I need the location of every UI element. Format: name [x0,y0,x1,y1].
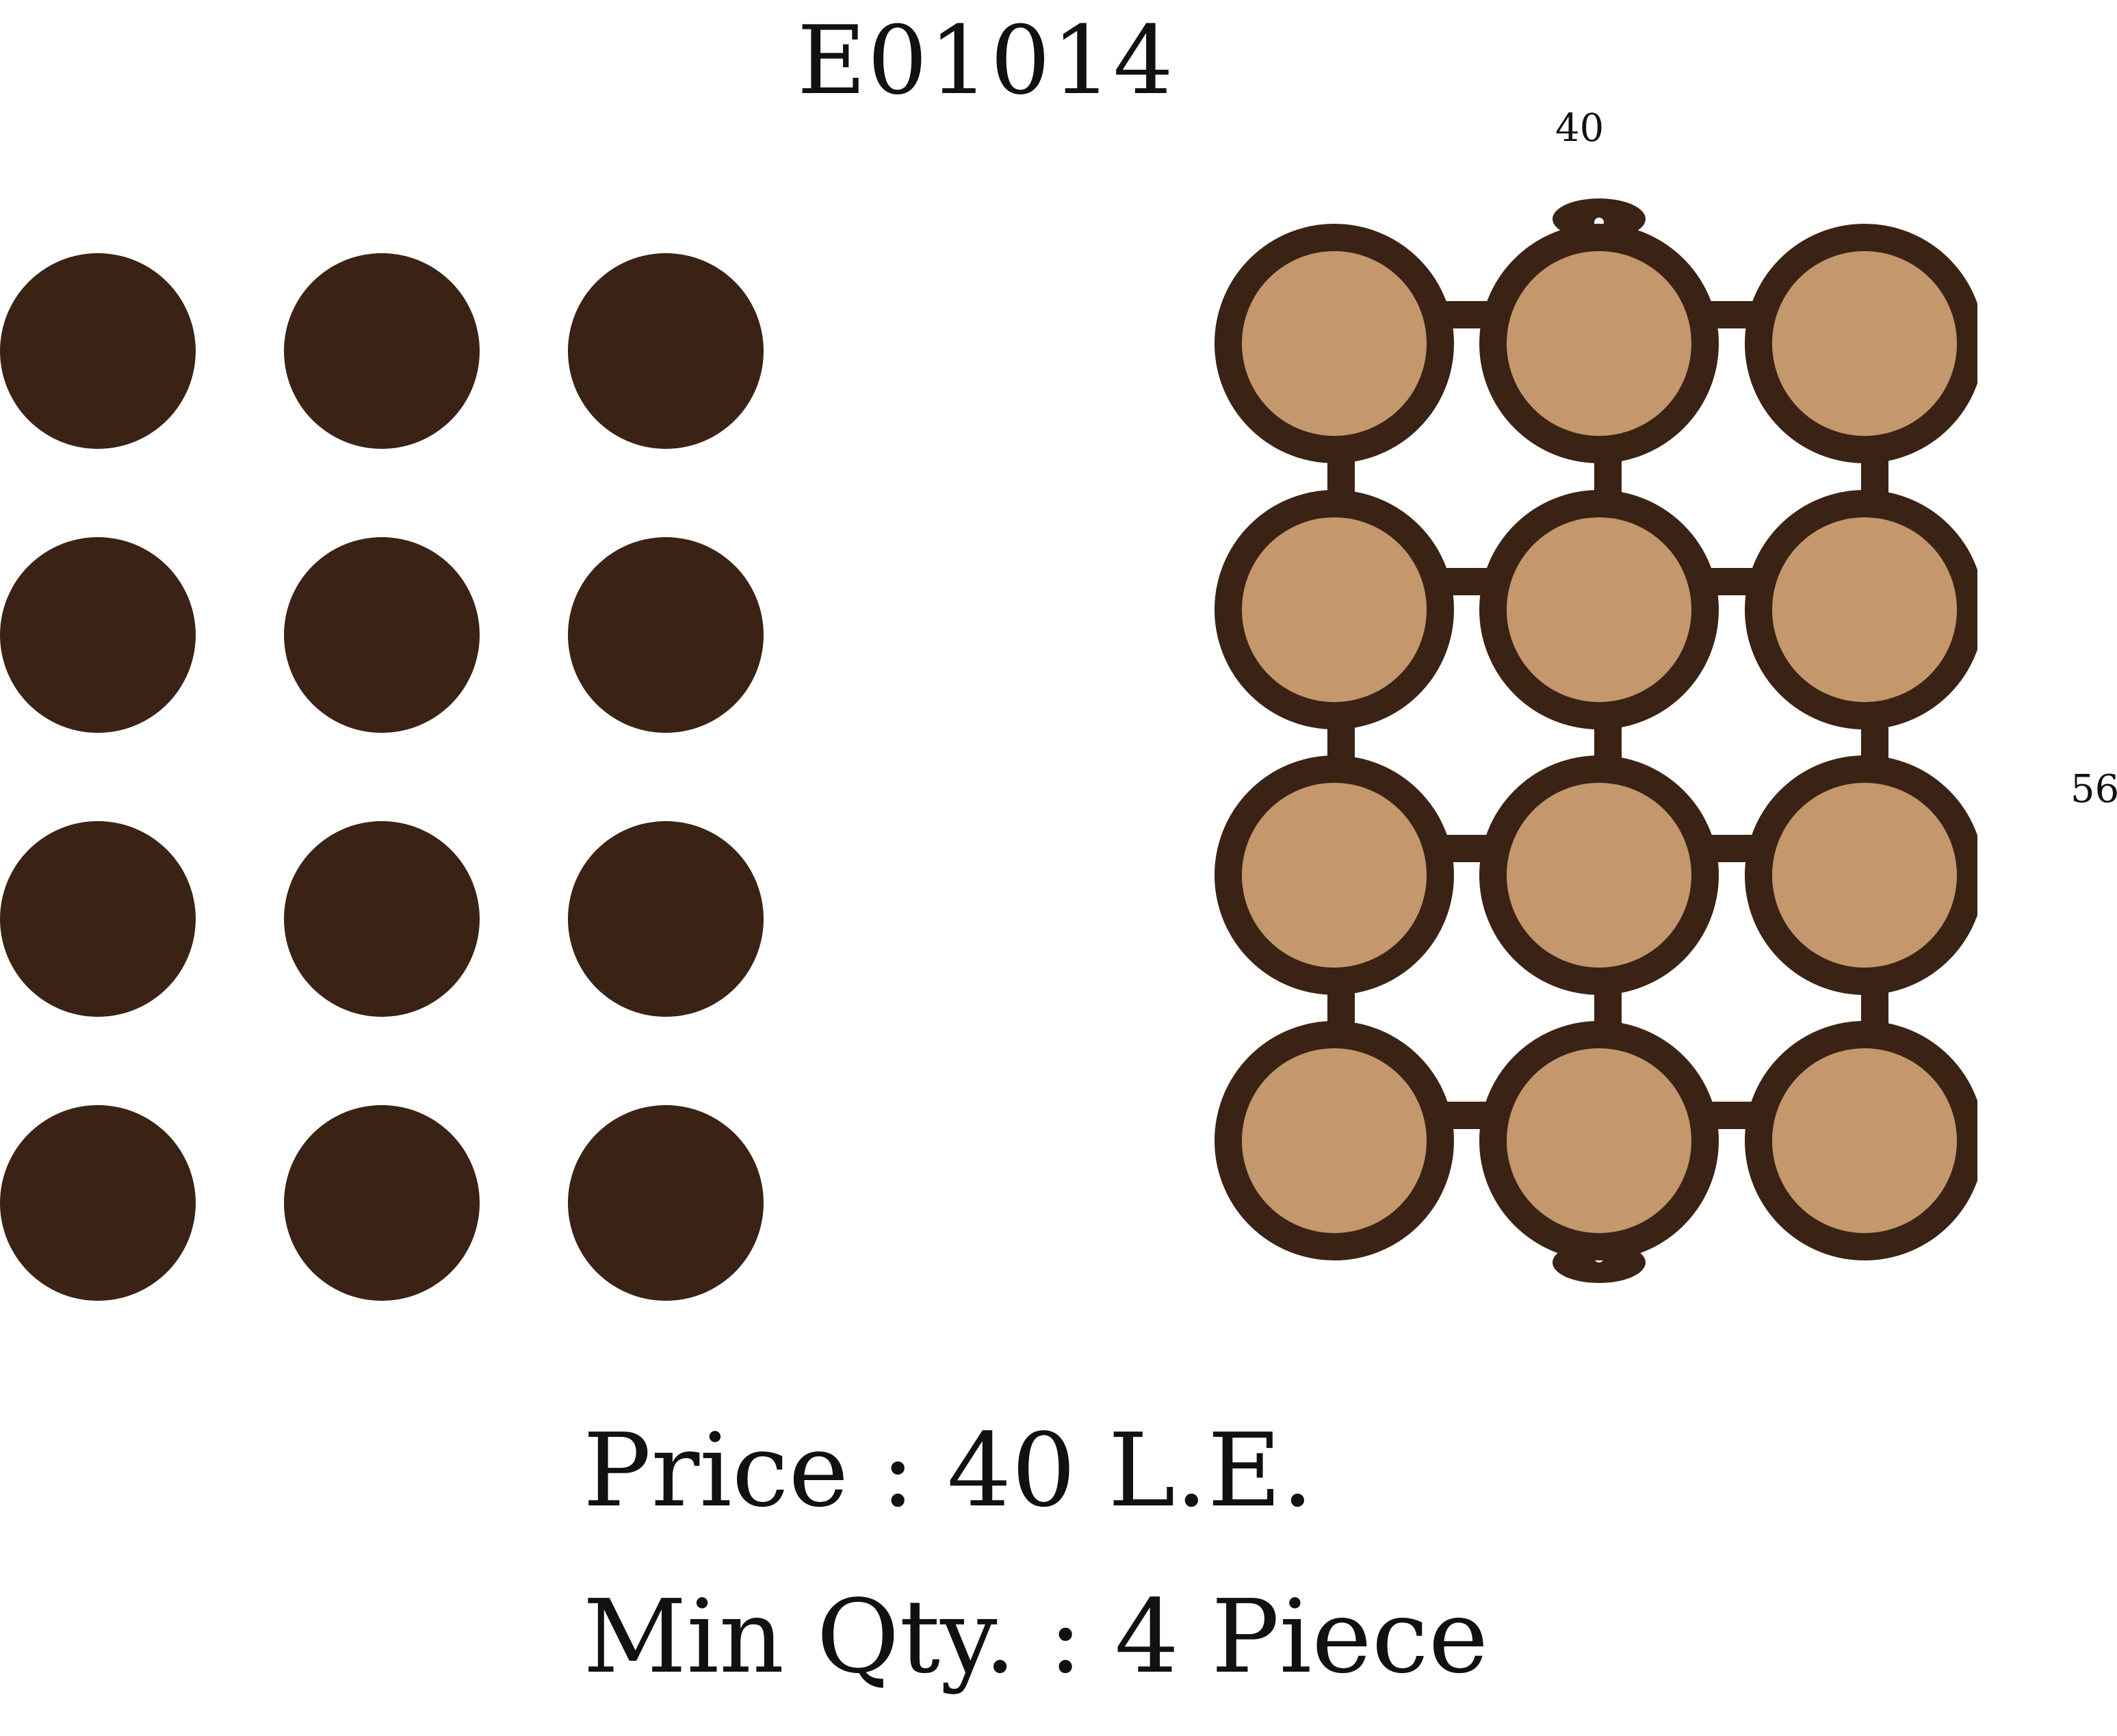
frame-ring [1745,1021,1977,1260]
circle-grid-frame-icon [1215,198,1977,1283]
frame-gap [1716,915,1750,949]
disc-icon [0,253,196,449]
disc-icon [568,821,764,1017]
frame-ring [1479,224,1719,463]
disc-icon [284,253,480,449]
frame-ring [1745,490,1977,729]
width-dimension: 40 [1555,106,1605,151]
frame-ring [1215,224,1454,463]
frame-gap [1716,381,1750,415]
frame-gap [1716,1182,1750,1216]
frame-ring [1479,490,1719,729]
circle-grid-frame [1191,185,1977,1293]
frame-ring [1479,755,1719,995]
disc-icon [284,1105,480,1301]
disc-icon [0,537,196,733]
frame-gaps [1449,381,1750,1216]
disc-icon [0,821,196,1017]
frame-gap [1716,648,1750,682]
frame-ring [1745,224,1977,463]
frame-gap [1449,1182,1483,1216]
disc-icon [568,1105,764,1301]
disc-icon [568,537,764,733]
frame-ring [1215,1021,1454,1260]
frame-rings [1215,224,1977,1260]
frame-ring [1215,490,1454,729]
frame-ring [1479,1021,1719,1260]
disc-icon [284,821,480,1017]
frame-ring [1215,755,1454,995]
frame-gap [1449,648,1483,682]
frame-gap [1449,381,1483,415]
disc-icon [568,253,764,449]
frame-gap [1449,915,1483,949]
product-code: E01014 [797,5,1175,116]
price-text: Price : 40 L.E. [583,1412,1314,1529]
min-quantity-text: Min Qty. : 4 Piece [583,1578,1489,1696]
disc-icon [0,1105,196,1301]
disc-pieces-grid [0,246,764,1301]
frame-ring [1745,755,1977,995]
disc-icon [284,537,480,733]
height-dimension: 56 [2070,767,2117,812]
